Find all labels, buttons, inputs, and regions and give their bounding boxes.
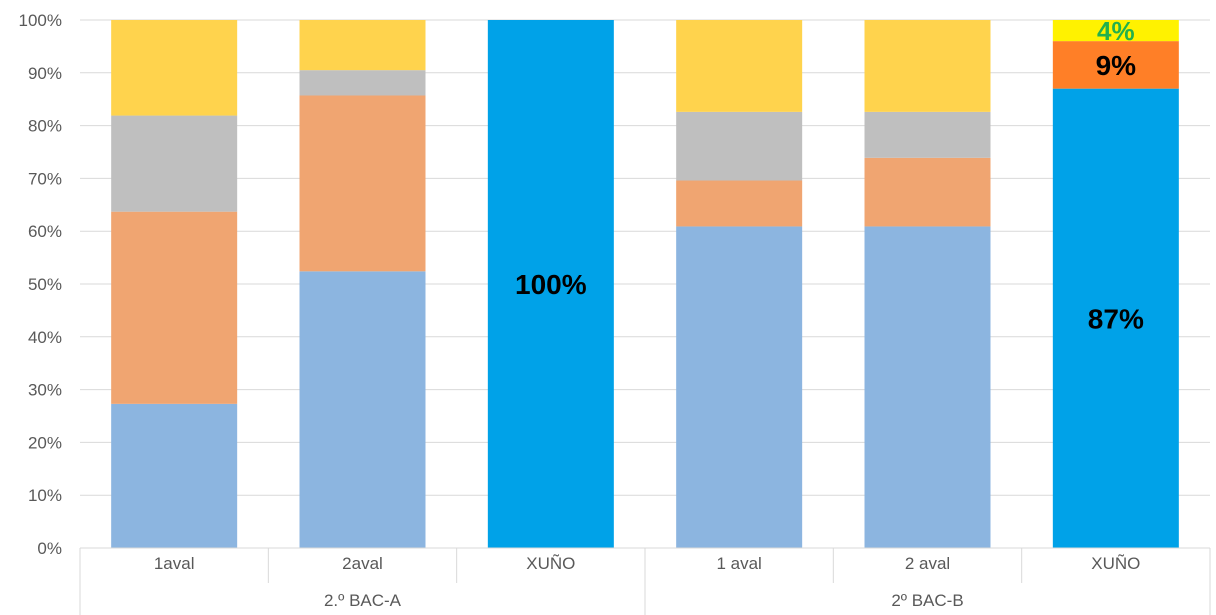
y-tick-label: 0% — [37, 539, 62, 558]
bar-segment — [299, 95, 426, 272]
y-tick-label: 90% — [28, 64, 62, 83]
bar-segment — [111, 115, 238, 212]
bar-segment — [299, 20, 426, 71]
y-axis: 0% 10% 20% 30% 40% 50% 60% 70% 80% 90% 100% — [19, 11, 62, 558]
data-label: 9% — [1096, 50, 1137, 81]
bar-segment — [111, 20, 238, 116]
data-label: 4% — [1097, 16, 1135, 46]
bar-segment — [1052, 41, 1179, 89]
bar-segment — [676, 20, 803, 112]
bar-segment — [299, 271, 426, 548]
category-label: XUÑO — [526, 554, 575, 573]
category-label: XUÑO — [1091, 554, 1140, 573]
group-label: 2º BAC-B — [891, 591, 963, 610]
bar-segment — [676, 226, 803, 548]
data-label: 100% — [515, 269, 587, 300]
y-tick-label: 100% — [19, 11, 62, 30]
category-label: 1aval — [154, 554, 195, 573]
y-tick-label: 80% — [28, 117, 62, 136]
category-label: 2aval — [342, 554, 383, 573]
bar-segment — [676, 180, 803, 227]
bar-segment — [1052, 88, 1179, 548]
bar-segment — [676, 111, 803, 181]
bar-segment — [111, 211, 238, 404]
data-labels: 100% 87% 9% 4% — [515, 16, 1144, 334]
y-tick-label: 30% — [28, 381, 62, 400]
y-tick-label: 70% — [28, 169, 62, 188]
bar-segment — [864, 226, 991, 548]
bars — [111, 20, 1179, 548]
y-tick-label: 10% — [28, 486, 62, 505]
x-axis: 1aval 2aval XUÑO 1 aval 2 aval XUÑO 2.º BAC-A 2… — [79, 547, 1211, 615]
category-label: 2 aval — [905, 554, 950, 573]
data-label: 87% — [1088, 303, 1144, 334]
bar-segment — [487, 20, 614, 548]
bar-segment — [864, 20, 991, 112]
y-tick-label: 20% — [28, 433, 62, 452]
bar-segment — [299, 70, 426, 96]
y-tick-label: 40% — [28, 328, 62, 347]
group-label: 2.º BAC-A — [324, 591, 402, 610]
bar-segment — [111, 403, 238, 548]
y-tick-label: 60% — [28, 222, 62, 241]
category-label: 1 aval — [716, 554, 761, 573]
y-tick-label: 50% — [28, 275, 62, 294]
bar-segment — [1052, 20, 1179, 42]
gridlines — [80, 19, 1210, 549]
bar-segment — [864, 111, 991, 158]
bar-segment — [864, 157, 991, 227]
